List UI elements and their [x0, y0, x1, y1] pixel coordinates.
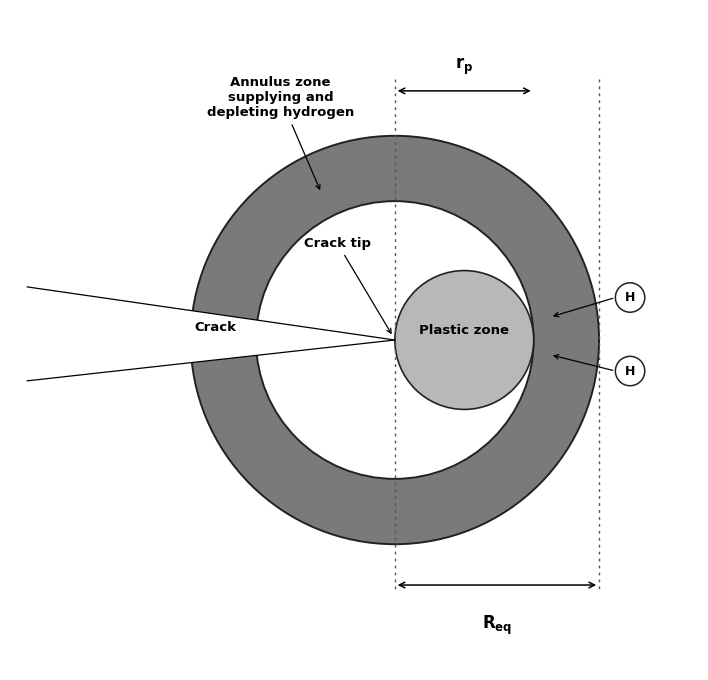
Circle shape	[190, 136, 599, 544]
Text: Crack: Crack	[194, 321, 236, 335]
Text: H: H	[625, 364, 635, 377]
Text: Annulus zone
supplying and
depleting hydrogen: Annulus zone supplying and depleting hyd…	[207, 76, 354, 189]
Text: Plastic zone: Plastic zone	[419, 324, 509, 337]
Text: $\mathbf{R_{eq}}$: $\mathbf{R_{eq}}$	[482, 613, 512, 637]
Circle shape	[395, 271, 534, 409]
Text: Crack tip: Crack tip	[304, 237, 391, 333]
Circle shape	[256, 201, 534, 479]
Text: $\mathbf{r_p}$: $\mathbf{r_p}$	[455, 56, 474, 77]
Circle shape	[615, 356, 645, 386]
Polygon shape	[28, 287, 395, 381]
Text: H: H	[625, 291, 635, 304]
Circle shape	[615, 283, 645, 312]
